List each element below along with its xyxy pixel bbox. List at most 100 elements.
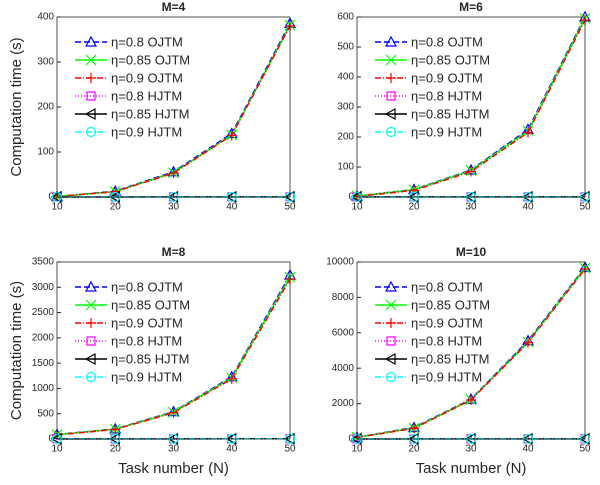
x-tick-label: 10 xyxy=(51,202,63,213)
legend-marker xyxy=(385,371,397,383)
x-tick-label: 30 xyxy=(168,444,180,455)
x-tick-label: 50 xyxy=(284,202,296,213)
x-tick-label: 20 xyxy=(408,444,420,455)
y-tick-label: 100 xyxy=(37,147,54,158)
marker xyxy=(466,395,476,406)
legend-label: η=0.9 OJTM xyxy=(111,315,183,330)
legend-marker xyxy=(84,280,98,292)
x-tick-label: 10 xyxy=(351,202,363,213)
y-tick-label: 500 xyxy=(37,408,54,419)
y-tick-label: 6000 xyxy=(332,327,355,338)
legend-label: η=0.9 HJTM xyxy=(111,369,182,384)
x-axis-label: Task number (N) xyxy=(416,460,527,477)
marker xyxy=(466,166,476,177)
chart-title: M=4 xyxy=(162,0,186,14)
legend-label: η=0.85 HJTM xyxy=(111,351,189,366)
y-tick-label: 1500 xyxy=(32,358,55,369)
y-tick-label: 8000 xyxy=(332,292,355,303)
y-tick-label: 200 xyxy=(337,132,354,143)
axes-box xyxy=(56,261,291,440)
marker xyxy=(409,423,419,434)
y-tick-label: 400 xyxy=(337,72,354,83)
legend-marker xyxy=(86,336,96,346)
legend-label: η=0.9 OJTM xyxy=(411,315,483,330)
legend-label: η=0.9 HJTM xyxy=(411,124,482,139)
axes-box xyxy=(56,16,291,198)
y-tick-label: 4000 xyxy=(332,363,355,374)
x-tick-label: 30 xyxy=(168,202,180,213)
axes-box xyxy=(356,261,586,440)
legend-marker xyxy=(386,336,396,346)
legend-marker xyxy=(384,280,398,292)
x-axis-label: Task number (N) xyxy=(118,460,229,477)
legend-label: η=0.8 OJTM xyxy=(411,279,483,294)
x-tick-label: 40 xyxy=(226,444,238,455)
x-tick-label: 50 xyxy=(284,444,296,455)
legend-label: η=0.8 HJTM xyxy=(111,333,182,348)
y-tick-label: 3000 xyxy=(32,282,55,293)
y-tick-label: 100 xyxy=(337,162,354,173)
x-tick-label: 40 xyxy=(522,202,534,213)
y-tick-label: 3500 xyxy=(32,257,55,268)
y-tick-label: 500 xyxy=(337,42,354,53)
legend-marker xyxy=(85,299,97,311)
x-tick-label: 20 xyxy=(110,444,122,455)
legend-label: η=0.8 OJTM xyxy=(111,34,183,49)
legend-label: η=0.85 HJTM xyxy=(111,106,189,121)
x-tick-label: 40 xyxy=(522,444,534,455)
y-tick-label: 10000 xyxy=(326,257,354,268)
y-tick-label: 600 xyxy=(337,12,354,23)
x-tick-label: 10 xyxy=(351,444,363,455)
legend-marker xyxy=(386,91,396,101)
marker xyxy=(226,373,237,384)
axes-box xyxy=(356,16,586,198)
legend-label: η=0.85 HJTM xyxy=(411,106,489,121)
legend-label: η=0.8 HJTM xyxy=(111,88,182,103)
legend-label: η=0.9 OJTM xyxy=(411,70,483,85)
series-line xyxy=(56,278,291,436)
legend-marker xyxy=(386,73,396,83)
legend-label: η=0.85 OJTM xyxy=(411,52,490,67)
marker xyxy=(523,127,533,138)
legend-label: η=0.8 HJTM xyxy=(411,88,482,103)
legend-marker xyxy=(84,352,96,366)
legend-marker xyxy=(84,107,96,121)
x-tick-label: 40 xyxy=(226,202,238,213)
legend-marker xyxy=(385,126,397,138)
chart-title: M=6 xyxy=(459,0,483,14)
marker xyxy=(110,424,121,435)
legend-label: η=0.85 HJTM xyxy=(411,351,489,366)
legend-label: η=0.85 OJTM xyxy=(111,297,190,312)
y-axis-label: Computation time (s) xyxy=(8,37,25,176)
legend-label: η=0.8 OJTM xyxy=(111,279,183,294)
marker xyxy=(226,130,237,141)
series-line xyxy=(356,19,586,198)
y-tick-label: 2000 xyxy=(32,332,55,343)
x-tick-label: 30 xyxy=(465,202,477,213)
y-tick-label: 2000 xyxy=(332,398,355,409)
x-tick-label: 30 xyxy=(465,444,477,455)
legend-marker xyxy=(384,35,398,47)
y-tick-label: 300 xyxy=(37,57,54,68)
legend-marker xyxy=(386,318,396,328)
marker xyxy=(168,168,179,179)
series-line xyxy=(56,25,291,198)
legend-marker xyxy=(85,371,97,383)
y-axis-label: Computation time (s) xyxy=(8,281,25,420)
x-tick-label: 20 xyxy=(110,202,122,213)
y-tick-label: 200 xyxy=(37,102,54,113)
y-tick-label: 400 xyxy=(37,12,54,23)
x-tick-label: 10 xyxy=(51,444,63,455)
legend-marker xyxy=(84,35,98,47)
marker xyxy=(168,407,179,418)
legend-marker xyxy=(86,91,96,101)
y-tick-label: 2500 xyxy=(32,307,55,318)
chart-title: M=10 xyxy=(456,245,487,259)
legend-marker xyxy=(385,299,397,311)
legend-label: η=0.8 OJTM xyxy=(411,34,483,49)
legend-label: η=0.85 OJTM xyxy=(111,52,190,67)
x-tick-label: 50 xyxy=(579,202,591,213)
y-tick-label: 300 xyxy=(337,102,354,113)
legend-label: η=0.8 HJTM xyxy=(411,333,482,348)
